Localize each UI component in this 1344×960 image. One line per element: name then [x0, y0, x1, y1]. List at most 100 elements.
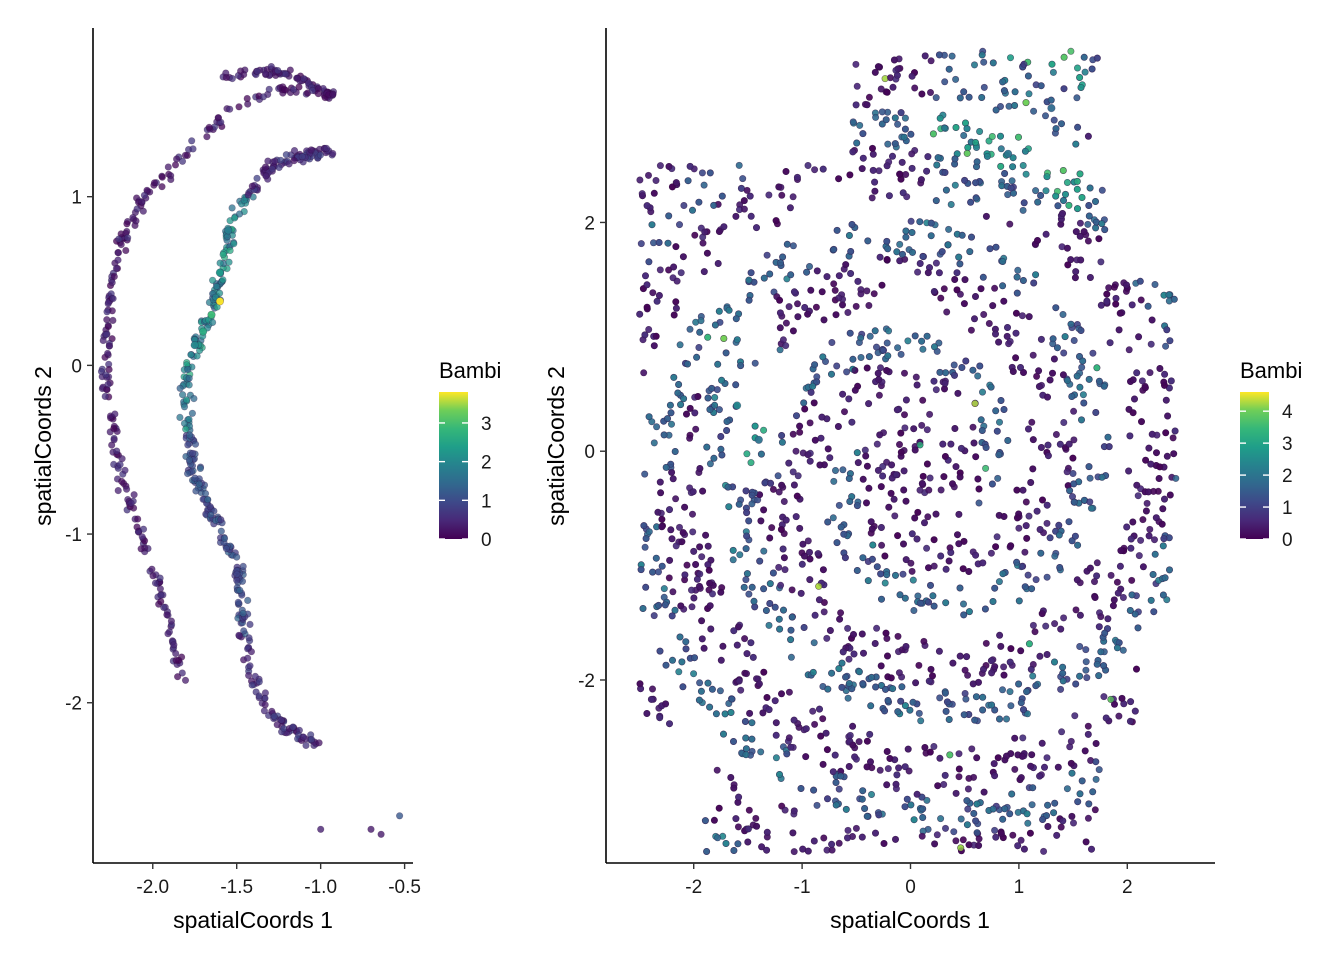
right-spot [1151, 536, 1159, 544]
left-spot [217, 527, 225, 535]
left-spot [277, 156, 285, 164]
right-spot [743, 570, 751, 578]
right-spot [1074, 798, 1082, 806]
right-spot [975, 835, 983, 843]
right-spot [853, 566, 861, 574]
right-spot [1159, 505, 1167, 513]
right-spot [667, 526, 675, 534]
right-spot [781, 566, 789, 574]
right-spot [884, 140, 892, 148]
right-spot [995, 578, 1003, 586]
right-spot [675, 221, 683, 229]
right-spot [714, 834, 722, 842]
right-spot [745, 590, 753, 598]
right-spot [913, 535, 921, 543]
right-spot [1128, 576, 1136, 584]
right-spot [941, 824, 949, 832]
left-spot [234, 598, 242, 606]
right-spot [908, 567, 916, 575]
right-spot [820, 598, 828, 606]
right-spot [1078, 363, 1086, 371]
left-y-tick-label: 1 [71, 188, 82, 209]
right-spot [741, 717, 749, 725]
right-spot [790, 848, 798, 856]
right-spot [1083, 674, 1091, 682]
right-spot [787, 653, 795, 661]
right-spot [952, 837, 960, 845]
right-spot [884, 765, 892, 773]
right-spot [918, 479, 926, 487]
right-spot [794, 472, 802, 480]
left-high-spot [190, 341, 199, 350]
left-spot [164, 163, 172, 171]
right-spot [926, 474, 934, 482]
right-spot [1018, 312, 1026, 320]
right-spot [765, 191, 773, 199]
left-spot [235, 631, 243, 639]
right-spot [669, 588, 677, 596]
right-spot [757, 748, 765, 756]
right-spot [1058, 728, 1066, 736]
right-spot [891, 512, 899, 520]
left-spot [245, 671, 253, 680]
right-spot [1022, 170, 1030, 178]
right-spot [1129, 518, 1137, 526]
right-spot [957, 815, 965, 823]
right-spot [1137, 536, 1145, 544]
right-spot [708, 590, 716, 598]
left-spot [182, 425, 190, 433]
left-spot [273, 721, 281, 729]
left-y-tick-label: -1 [65, 525, 82, 546]
right-spot [986, 245, 994, 253]
right-spot [935, 51, 943, 59]
right-spot [1021, 548, 1029, 556]
right-spot [974, 475, 982, 483]
left-spot [192, 487, 200, 495]
left-spot [243, 94, 251, 103]
right-spot [695, 343, 703, 351]
right-spot [1032, 576, 1040, 584]
right-spot [1042, 622, 1050, 630]
right-spot [919, 345, 927, 353]
right-spot [1063, 179, 1071, 187]
right-spot [1019, 734, 1027, 742]
right-spot [665, 720, 673, 728]
right-spot [1043, 650, 1051, 658]
right-spot [832, 778, 840, 786]
left-spot [138, 198, 146, 206]
left-spot [179, 391, 187, 399]
right-spot [699, 239, 707, 247]
left-spot [226, 246, 234, 255]
left-spot [295, 83, 303, 91]
left-spot [188, 409, 196, 417]
right-spot [956, 290, 964, 298]
left-spot [105, 342, 113, 350]
left-legend-label: 0 [481, 530, 492, 551]
left-spot [329, 90, 337, 98]
left-spot [182, 396, 191, 404]
right-spot [1169, 434, 1177, 442]
left-spot [196, 464, 204, 473]
right-spot [1126, 717, 1134, 725]
right-spot [873, 440, 881, 448]
left-spot [255, 692, 263, 700]
right-spot [1148, 316, 1156, 324]
right-spot [688, 510, 696, 518]
right-spot [937, 815, 945, 823]
right-spot [924, 513, 932, 521]
left-legend-label: 3 [481, 414, 492, 435]
right-spot [820, 608, 828, 616]
right-spot [950, 828, 958, 836]
right-spot [901, 424, 909, 432]
left-spot [137, 545, 145, 553]
right-spot [1139, 563, 1147, 571]
left-spot [230, 240, 238, 248]
right-spot [697, 687, 705, 695]
left-spot [186, 431, 194, 439]
right-spot [828, 840, 836, 848]
right-spot [866, 332, 874, 340]
right-spot [805, 262, 813, 270]
right-spot [1076, 642, 1084, 650]
right-spot [775, 770, 783, 778]
right-spot [1134, 624, 1142, 632]
